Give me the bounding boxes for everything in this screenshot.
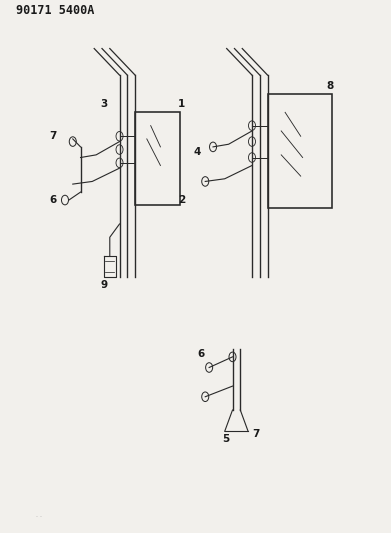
Text: 9: 9: [100, 280, 108, 290]
Text: 3: 3: [100, 99, 108, 109]
Text: . .: . .: [36, 513, 42, 519]
Text: 7: 7: [252, 429, 260, 439]
Text: 6: 6: [50, 195, 57, 205]
Text: 8: 8: [326, 81, 334, 91]
Text: 2: 2: [178, 195, 185, 205]
Text: 5: 5: [222, 434, 230, 445]
Text: 90171 5400A: 90171 5400A: [16, 4, 95, 17]
Text: 1: 1: [178, 99, 185, 109]
Text: 4: 4: [194, 147, 201, 157]
Text: 7: 7: [50, 131, 57, 141]
Bar: [135, 112, 180, 205]
Text: 6: 6: [198, 349, 205, 359]
Bar: [267, 94, 332, 208]
